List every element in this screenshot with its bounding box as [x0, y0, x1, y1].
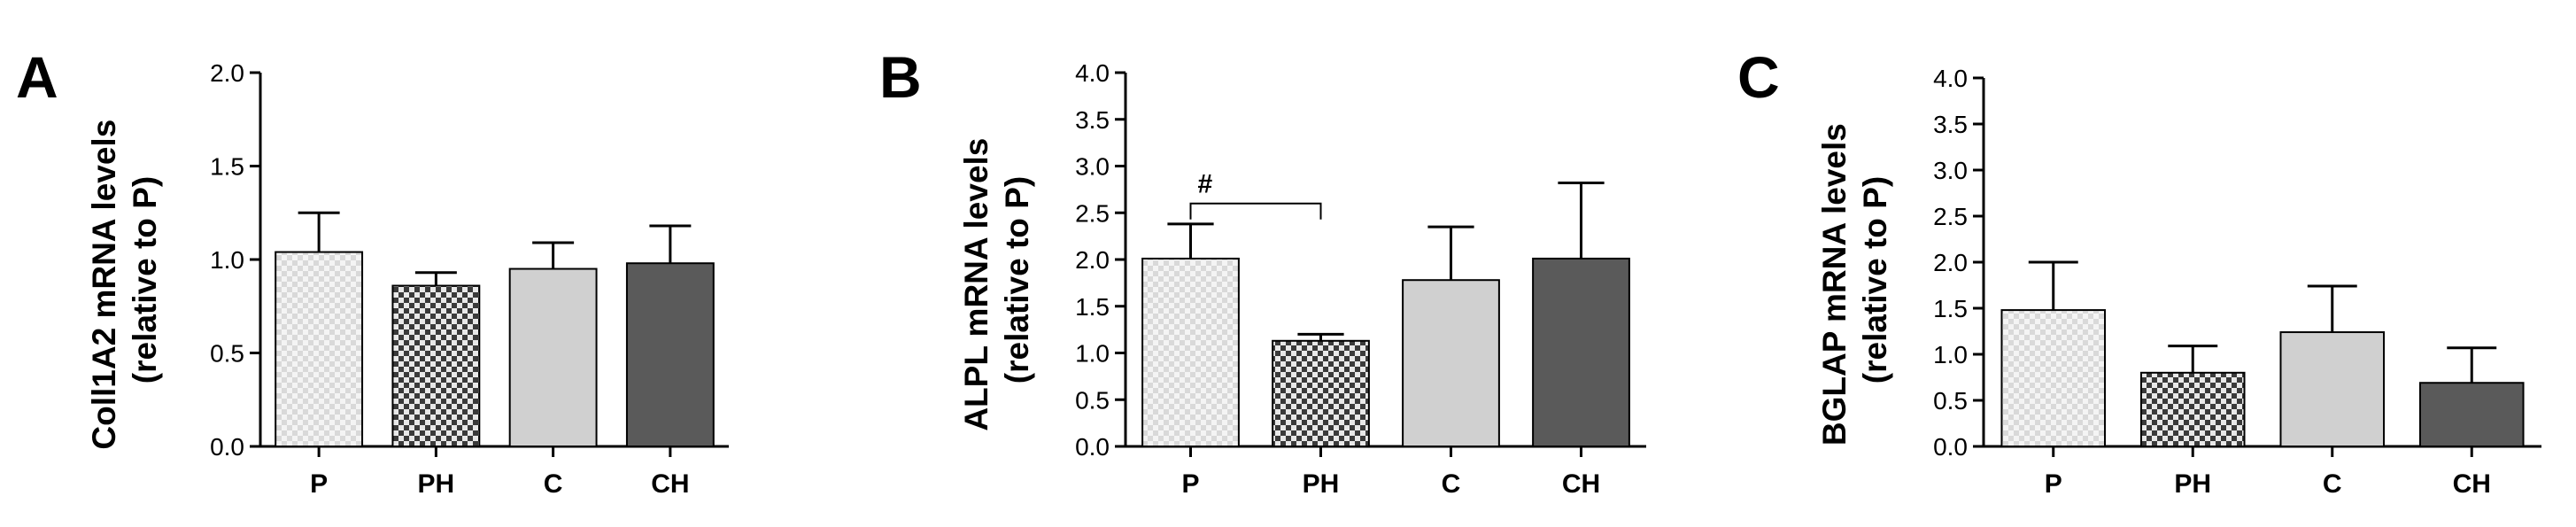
axes: 0.0 0.5 1.0 1.5 2.0 P PH C CH	[210, 59, 729, 499]
panel-letter: C	[1737, 44, 1780, 110]
panel-letter: B	[879, 44, 922, 110]
bar-p	[2000, 309, 2107, 447]
bar-c	[2279, 331, 2386, 448]
bar-p	[1141, 257, 1240, 447]
y-tick-label: 2.0	[1075, 246, 1110, 274]
y-tick-label: 2.5	[1933, 203, 1968, 230]
y-tick-label: 0.0	[1075, 433, 1110, 461]
y-tick-label: 0.0	[1933, 433, 1968, 461]
y-tick-label: 3.0	[1075, 153, 1110, 181]
y-axis-label: Coll1A2 mRNA levels (relative to P)	[86, 110, 163, 449]
bars	[2000, 309, 2525, 448]
y-tick-label: 2.5	[1075, 199, 1110, 227]
chart-panel-c: C BGLAP mRNA levels (relative to P) 0.0 0…	[1737, 44, 2541, 499]
y-tick-label: 3.0	[1933, 157, 1968, 184]
y-tick-label: 3.5	[1933, 111, 1968, 138]
y-tick-label: 1.5	[210, 153, 244, 181]
y-axis-label-line-1: Coll1A2 mRNA levels	[86, 120, 122, 450]
y-tick-label: 2.0	[210, 59, 244, 87]
x-tick-label: CH	[2453, 469, 2491, 499]
y-tick-label: 2.0	[1933, 249, 1968, 276]
y-tick-label: 1.0	[1933, 341, 1968, 368]
y-tick-label: 1.5	[1933, 295, 1968, 322]
y-tick-label: 0.0	[210, 433, 244, 461]
significance-marker: #	[1198, 170, 1213, 199]
y-axis-label-line-2: (relative to P)	[1857, 176, 1893, 384]
y-tick-label: 0.5	[1075, 386, 1110, 414]
bar-ph	[1272, 339, 1370, 447]
x-tick-label: P	[310, 469, 328, 499]
chart-panel-b: B ALPL mRNA levels (relative to P) 0.0 0.…	[879, 44, 1646, 499]
y-axis-label-line-1: ALPL mRNA levels	[958, 138, 994, 431]
x-tick-label: C	[2323, 469, 2342, 499]
y-tick-label: 1.0	[1075, 340, 1110, 368]
y-tick-label: 1.5	[1075, 293, 1110, 321]
y-axis-label-line-1: BGLAP mRNA levels	[1816, 123, 1853, 446]
y-tick-label: 4.0	[1933, 65, 1968, 92]
significance-bracket	[1189, 202, 1322, 220]
bar-c	[1402, 279, 1500, 447]
bar-ch	[2418, 382, 2525, 447]
x-tick-label: PH	[418, 469, 455, 499]
bar-ph	[2139, 371, 2246, 447]
y-axis-label-line-2: (relative to P)	[127, 176, 163, 384]
x-tick-label: PH	[2174, 469, 2211, 499]
y-tick-label: 1.0	[210, 246, 244, 274]
bars	[1141, 257, 1630, 447]
bar-p	[275, 251, 364, 447]
y-tick-label: 0.5	[210, 340, 244, 368]
x-tick-label: CH	[651, 469, 689, 499]
x-tick-label: C	[1442, 469, 1461, 499]
y-axis-label: ALPL mRNA levels (relative to P)	[958, 128, 1035, 430]
x-tick-label: P	[1181, 469, 1199, 499]
error-bars	[1167, 181, 1605, 341]
bar-ch	[625, 262, 715, 447]
bar-c	[508, 267, 598, 447]
y-axis-label-line-2: (relative to P)	[999, 176, 1035, 384]
error-bars	[2028, 260, 2497, 384]
error-bars	[298, 211, 692, 286]
x-tick-label: P	[2045, 469, 2062, 499]
bars	[275, 251, 715, 448]
chart-panel-a: A Coll1A2 mRNA levels (relative to P) 0.…	[16, 44, 729, 499]
y-axis-label: BGLAP mRNA levels (relative to P)	[1816, 114, 1893, 446]
y-tick-label: 4.0	[1075, 59, 1110, 87]
y-tick-label: 3.5	[1075, 106, 1110, 134]
x-tick-label: PH	[1303, 469, 1340, 499]
x-tick-label: CH	[1562, 469, 1600, 499]
panel-letter: A	[16, 44, 58, 110]
x-tick-label: C	[544, 469, 563, 499]
bar-ch	[1532, 257, 1630, 447]
y-tick-label: 0.5	[1933, 387, 1968, 415]
bar-ph	[391, 284, 481, 448]
annotations: #	[1189, 170, 1322, 220]
